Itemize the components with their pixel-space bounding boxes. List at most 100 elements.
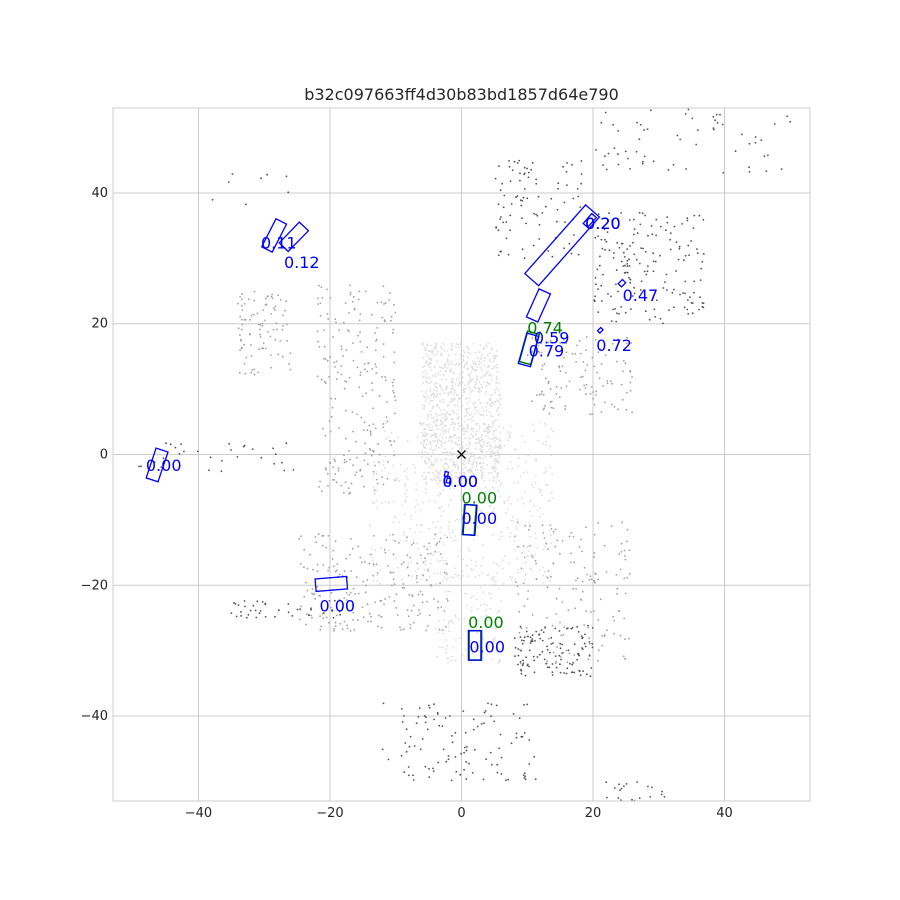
lidar-point: [571, 164, 573, 166]
lidar-point: [429, 454, 432, 456]
lidar-point: [423, 365, 426, 368]
lidar-point: [428, 366, 431, 369]
lidar-point: [433, 718, 436, 721]
lidar-point: [426, 344, 429, 347]
lidar-point: [463, 751, 465, 754]
lidar-point: [392, 390, 394, 392]
lidar-point: [502, 206, 505, 209]
lidar-point: [428, 358, 431, 361]
lidar-point: [471, 772, 474, 774]
lidar-point: [423, 431, 426, 434]
lidar-point: [497, 587, 500, 590]
lidar-point: [611, 219, 614, 221]
lidar-point: [547, 637, 550, 640]
lidar-point: [330, 397, 333, 400]
lidar-point: [594, 394, 597, 396]
lidar-point: [480, 462, 483, 464]
x-tick-label: 20: [585, 806, 602, 821]
lidar-point: [550, 636, 553, 639]
pred-score-label: 0.00: [442, 472, 478, 491]
lidar-point: [260, 177, 262, 180]
lidar-point: [528, 649, 531, 652]
lidar-point: [447, 360, 449, 363]
lidar-point: [262, 309, 265, 311]
lidar-point: [380, 301, 383, 304]
lidar-point: [673, 288, 675, 291]
lidar-point: [551, 341, 554, 344]
lidar-point: [366, 579, 369, 581]
lidar-point: [454, 573, 457, 576]
lidar-point: [633, 253, 636, 256]
lidar-point: [285, 300, 287, 303]
lidar-point: [522, 502, 525, 505]
lidar-point: [441, 429, 443, 432]
lidar-point: [449, 483, 452, 486]
lidar-point: [428, 542, 431, 545]
lidar-point: [420, 424, 422, 427]
lidar-point: [458, 381, 461, 384]
lidar-point: [646, 128, 649, 131]
lidar-point: [370, 553, 373, 556]
lidar-point: [439, 384, 441, 387]
lidar-point: [445, 760, 448, 763]
lidar-point: [421, 376, 424, 379]
lidar-point: [419, 524, 422, 526]
lidar-point: [445, 573, 448, 575]
lidar-point: [691, 302, 694, 304]
lidar-point: [486, 427, 489, 430]
lidar-point: [433, 348, 436, 351]
lidar-point: [409, 623, 412, 626]
lidar-point: [573, 643, 576, 646]
lidar-point: [467, 356, 469, 359]
lidar-point: [237, 327, 240, 330]
lidar-point: [538, 393, 541, 396]
lidar-point: [261, 601, 264, 603]
lidar-point: [435, 477, 438, 479]
lidar-point: [447, 626, 450, 628]
lidar-point: [605, 781, 608, 783]
lidar-point: [423, 568, 426, 571]
lidar-point: [617, 130, 620, 132]
lidar-point: [626, 336, 628, 339]
lidar-point: [360, 416, 363, 419]
ego-marker: [457, 450, 466, 459]
lidar-point: [511, 467, 514, 470]
lidar-point: [508, 496, 511, 499]
lidar-point: [666, 221, 669, 224]
lidar-point: [687, 108, 690, 111]
lidar-point: [512, 520, 515, 522]
lidar-point: [245, 356, 248, 359]
lidar-point: [266, 295, 269, 297]
lidar-point: [531, 400, 533, 403]
lidar-point: [678, 245, 681, 248]
lidar-point: [519, 625, 522, 628]
lidar-point: [393, 600, 396, 602]
lidar-point: [450, 454, 453, 456]
lidar-point: [368, 424, 371, 427]
lidar-point: [538, 653, 541, 656]
lidar-point: [560, 658, 562, 661]
lidar-point: [473, 748, 476, 751]
lidar-point: [469, 474, 472, 477]
lidar-point: [442, 451, 445, 454]
lidar-point: [520, 497, 523, 500]
lidar-point: [472, 460, 475, 463]
lidar-point: [451, 378, 454, 380]
lidar-point: [496, 476, 499, 478]
lidar-point: [588, 637, 591, 640]
lidar-point: [625, 342, 628, 345]
lidar-point: [470, 428, 473, 431]
lidar-point: [374, 549, 377, 552]
lidar-point: [579, 206, 582, 209]
lidar-point: [424, 557, 426, 559]
lidar-point: [459, 342, 462, 345]
lidar-point: [467, 575, 469, 578]
lidar-point: [518, 159, 521, 162]
lidar-point: [496, 418, 499, 421]
lidar-point: [375, 338, 378, 341]
lidar-point: [469, 460, 471, 462]
lidar-point: [485, 345, 488, 347]
lidar-point: [370, 548, 373, 550]
lidar-point: [308, 614, 310, 617]
lidar-point: [427, 424, 430, 427]
